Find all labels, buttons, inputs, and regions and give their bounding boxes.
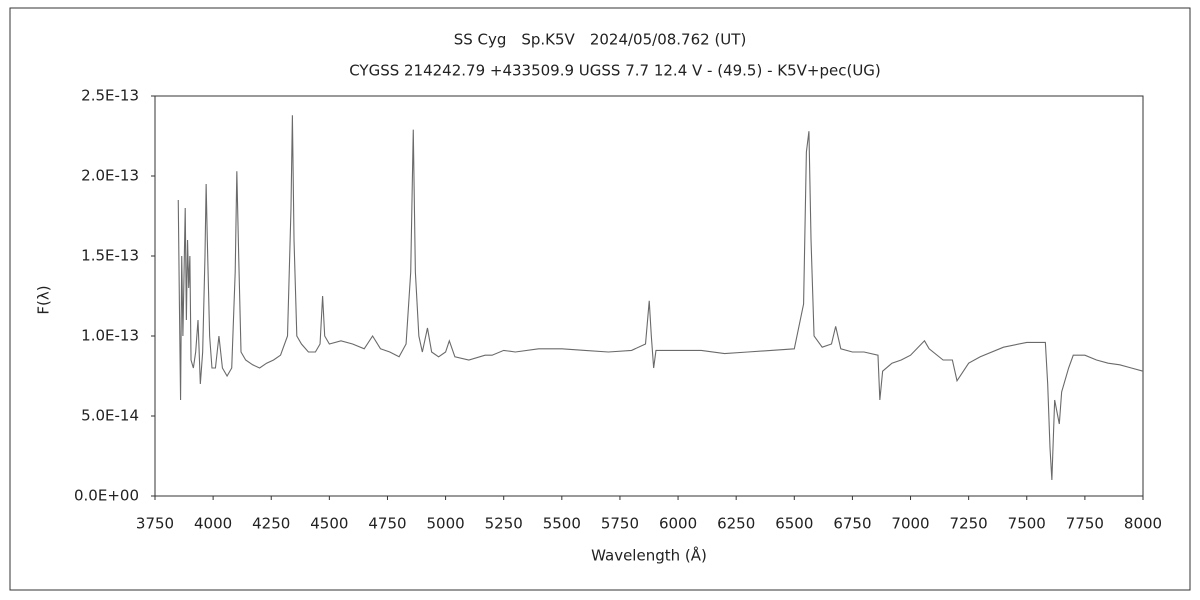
chart-subtitle: CYGSS 214242.79 +433509.9 UGSS 7.7 12.4 … <box>349 62 881 80</box>
y-tick-label: 0.0E+00 <box>74 487 139 505</box>
x-tick-label: 4000 <box>194 515 232 533</box>
x-tick-label: 5500 <box>543 515 581 533</box>
plot-frame <box>154 95 1144 497</box>
x-tick-label: 7750 <box>1066 515 1104 533</box>
spectrum-line <box>177 115 1144 481</box>
x-axis-label: Wavelength (Å) <box>591 546 707 565</box>
y-tick-label: 1.5E-13 <box>81 247 139 265</box>
x-tick-label: 6250 <box>717 515 755 533</box>
x-tick-label: 6000 <box>659 515 697 533</box>
x-tick-label: 5250 <box>485 515 523 533</box>
x-tick-label: 8000 <box>1124 515 1162 533</box>
y-tick-label: 1.0E-13 <box>81 327 139 345</box>
x-tick-label: 4250 <box>252 515 290 533</box>
x-tick-label: 7000 <box>891 515 929 533</box>
y-tick-label: 5.0E-14 <box>81 407 139 425</box>
chart-title: SS Cyg Sp.K5V 2024/05/08.762 (UT) <box>454 31 747 49</box>
chart-frame <box>9 7 1191 591</box>
x-tick-label: 5000 <box>426 515 464 533</box>
x-tick-label: 7250 <box>950 515 988 533</box>
x-tick-label: 5750 <box>601 515 639 533</box>
x-tick-label: 4500 <box>310 515 348 533</box>
x-tick-label: 6500 <box>775 515 813 533</box>
x-tick-label: 7500 <box>1008 515 1046 533</box>
y-tick-label: 2.0E-13 <box>81 167 139 185</box>
x-tick-label: 6750 <box>833 515 871 533</box>
x-tick-label: 3750 <box>136 515 174 533</box>
y-tick-label: 2.5E-13 <box>81 87 139 105</box>
x-tick-label: 4750 <box>368 515 406 533</box>
y-axis-label: F(λ) <box>35 285 53 314</box>
